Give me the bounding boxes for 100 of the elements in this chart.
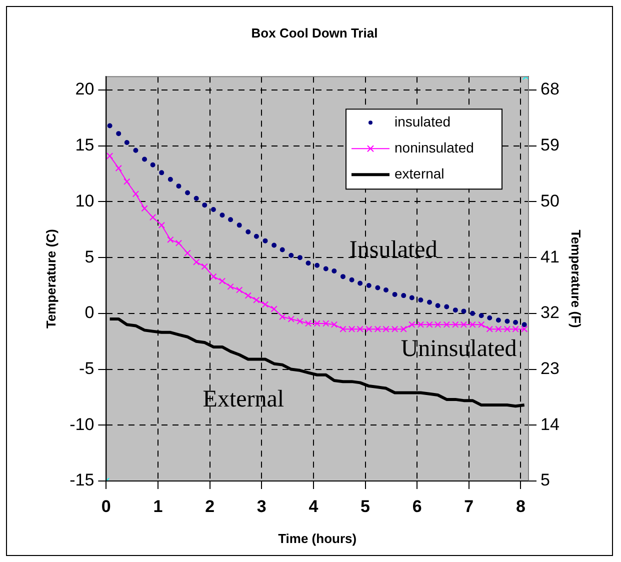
point (340, 326, 346, 332)
x-tick-label: 2 (205, 496, 215, 516)
point (486, 326, 493, 332)
point (417, 321, 424, 328)
point (349, 277, 354, 282)
point (330, 321, 338, 328)
annotation: External (202, 386, 284, 412)
y2-tick-label: 32 (540, 303, 560, 322)
point (107, 123, 112, 128)
point (314, 262, 320, 268)
point (400, 326, 407, 332)
y-tick-label: -5 (79, 358, 94, 378)
y2-axis-title: Temperature (F) (568, 230, 584, 328)
point (132, 190, 140, 198)
y-tick-label: 5 (84, 247, 94, 266)
point (391, 326, 398, 332)
x-tick-label: 5 (360, 496, 370, 516)
point (306, 260, 311, 266)
point (253, 296, 260, 304)
y2-tick-label: 23 (540, 358, 560, 378)
point (392, 292, 398, 297)
legend-label: noninsulated (394, 139, 474, 156)
y-tick-label: 10 (75, 191, 94, 210)
point (158, 222, 165, 229)
point (185, 190, 190, 196)
point (478, 321, 485, 328)
point (220, 212, 225, 218)
y2-tick-label: 50 (540, 191, 560, 210)
x-tick-label: 1 (153, 496, 163, 516)
point (443, 321, 450, 328)
point (452, 308, 458, 313)
point (358, 280, 363, 286)
point (487, 315, 492, 320)
point (280, 247, 285, 252)
point (461, 308, 466, 314)
point (210, 207, 216, 212)
chart-title: Box Cool Down Trial (251, 25, 378, 40)
point (193, 258, 200, 266)
point (418, 298, 424, 303)
point (434, 321, 442, 328)
point (366, 326, 372, 332)
point (340, 274, 346, 280)
point (262, 238, 268, 244)
point (194, 196, 199, 201)
point (236, 222, 242, 228)
point (288, 316, 294, 322)
point (504, 326, 511, 332)
point (262, 301, 269, 308)
point (236, 286, 243, 294)
point (228, 217, 234, 222)
x-tick-label: 3 (256, 496, 266, 516)
point (288, 252, 294, 258)
point (167, 236, 174, 244)
x-tick-label: 8 (516, 496, 526, 516)
y2-tick-label: 5 (540, 470, 550, 490)
point (184, 250, 191, 256)
point (314, 320, 320, 327)
point (297, 255, 302, 260)
x-tick-label: 6 (412, 496, 422, 516)
point (513, 320, 518, 325)
point (478, 313, 484, 318)
point (382, 326, 390, 332)
point (218, 278, 226, 284)
x-tick-label: 4 (308, 496, 319, 516)
point (296, 318, 304, 325)
point (435, 303, 440, 308)
point (159, 170, 164, 176)
point (504, 318, 510, 324)
y-tick-label: -15 (70, 470, 94, 490)
point (106, 152, 114, 160)
point (460, 321, 468, 328)
annotation: Insulated (349, 236, 438, 263)
y2-tick-label: 41 (540, 247, 560, 266)
point (401, 293, 406, 298)
point (279, 313, 286, 320)
point (304, 320, 312, 327)
point (409, 295, 414, 300)
point (496, 318, 501, 323)
legend-label: insulated (394, 113, 451, 130)
point (426, 321, 433, 328)
point (469, 321, 476, 328)
x-tick-label: 0 (101, 496, 111, 516)
point (452, 321, 459, 328)
x-axis-title: Time (hours) (278, 530, 357, 546)
point (512, 326, 519, 332)
point (521, 326, 528, 332)
y-axis-title: Temperature (C) (43, 229, 58, 329)
point (272, 242, 277, 248)
y-tick-label: 0 (84, 303, 94, 322)
y2-tick-label: 59 (540, 136, 560, 155)
y-tick-label: 15 (75, 136, 94, 155)
y-tick-label: 20 (75, 80, 94, 99)
point (124, 140, 130, 146)
point (150, 162, 156, 168)
point (495, 326, 502, 332)
legend-label: external (394, 165, 444, 182)
y2-tick-label: 14 (540, 414, 560, 434)
y2-tick-label: 68 (540, 80, 560, 99)
point (149, 214, 156, 221)
point (227, 283, 234, 290)
